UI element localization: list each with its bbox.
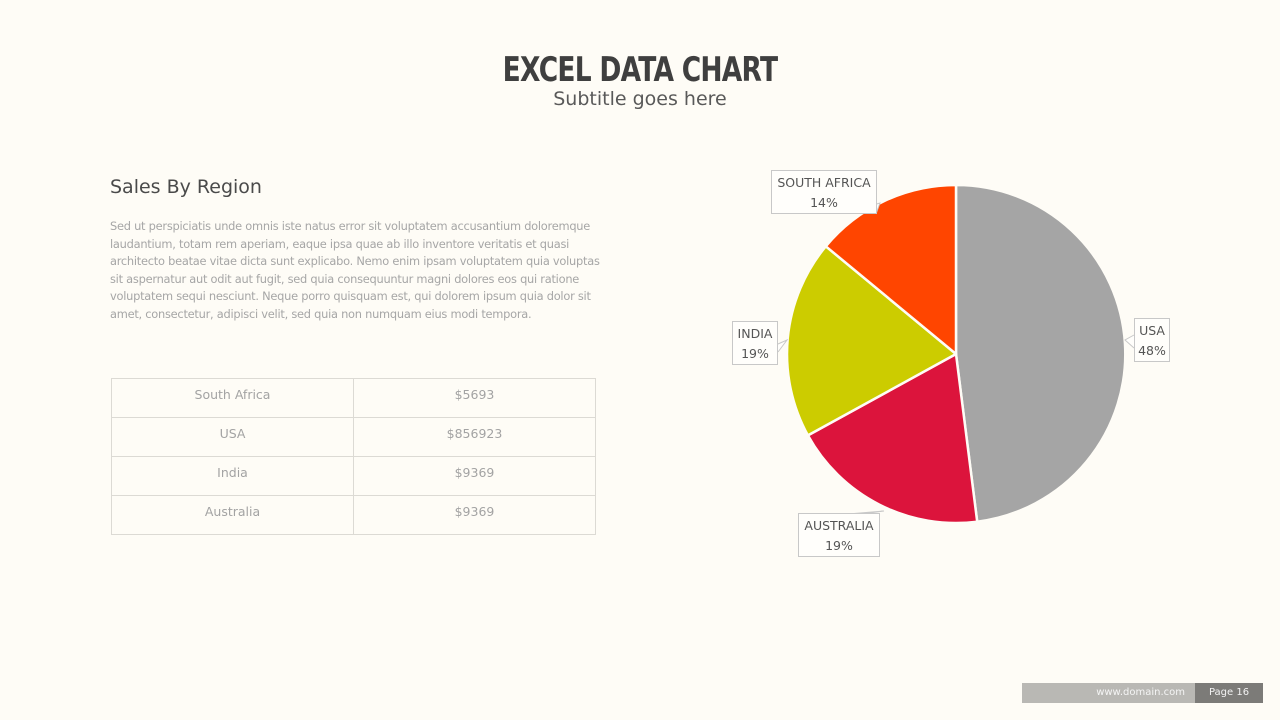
callout-south-africa: SOUTH AFRICA 14% xyxy=(771,170,877,214)
callout-label: AUSTRALIA xyxy=(804,518,874,533)
table-cell-value: $856923 xyxy=(353,417,596,457)
footer-bar: www.domain.com Page 16 xyxy=(1022,683,1263,703)
page-subtitle: Subtitle goes here xyxy=(553,88,727,110)
page-number: Page 16 xyxy=(1195,683,1263,703)
table-row: India $9369 xyxy=(111,456,596,496)
table-row: USA $856923 xyxy=(111,417,596,457)
callout-percent: 19% xyxy=(741,346,769,361)
pie-slice-south-africa xyxy=(824,183,958,356)
pie-slice-india xyxy=(785,245,958,437)
table-cell-value: $5693 xyxy=(353,378,596,418)
table-cell-value: $9369 xyxy=(353,456,596,496)
leader-line-india xyxy=(777,338,789,353)
table-cell-region: Australia xyxy=(111,495,354,535)
table-row: Australia $9369 xyxy=(111,495,596,535)
callout-percent: 19% xyxy=(825,538,853,553)
page-title: EXCEL DATA CHART xyxy=(502,50,778,90)
leader-line-usa xyxy=(1124,334,1135,349)
pie-slice-usa xyxy=(954,183,1127,523)
sales-table: South Africa $5693 USA $856923 India $93… xyxy=(111,378,596,535)
callout-percent: 14% xyxy=(810,195,838,210)
callout-percent: 48% xyxy=(1138,343,1166,358)
pie-slice-australia xyxy=(806,352,979,525)
table-row: South Africa $5693 xyxy=(111,378,596,418)
callout-india: INDIA 19% xyxy=(732,321,778,365)
callout-australia: AUSTRALIA 19% xyxy=(798,513,880,557)
table-cell-region: South Africa xyxy=(111,378,354,418)
callout-label: USA xyxy=(1139,323,1165,338)
footer-url: www.domain.com xyxy=(1022,683,1195,703)
body-paragraph: Sed ut perspiciatis unde omnis iste natu… xyxy=(110,219,600,321)
table-cell-value: $9369 xyxy=(353,495,596,535)
callout-label: SOUTH AFRICA xyxy=(777,175,871,190)
callout-label: INDIA xyxy=(737,326,773,341)
section-heading: Sales By Region xyxy=(110,176,262,198)
callout-usa: USA 48% xyxy=(1134,318,1170,362)
